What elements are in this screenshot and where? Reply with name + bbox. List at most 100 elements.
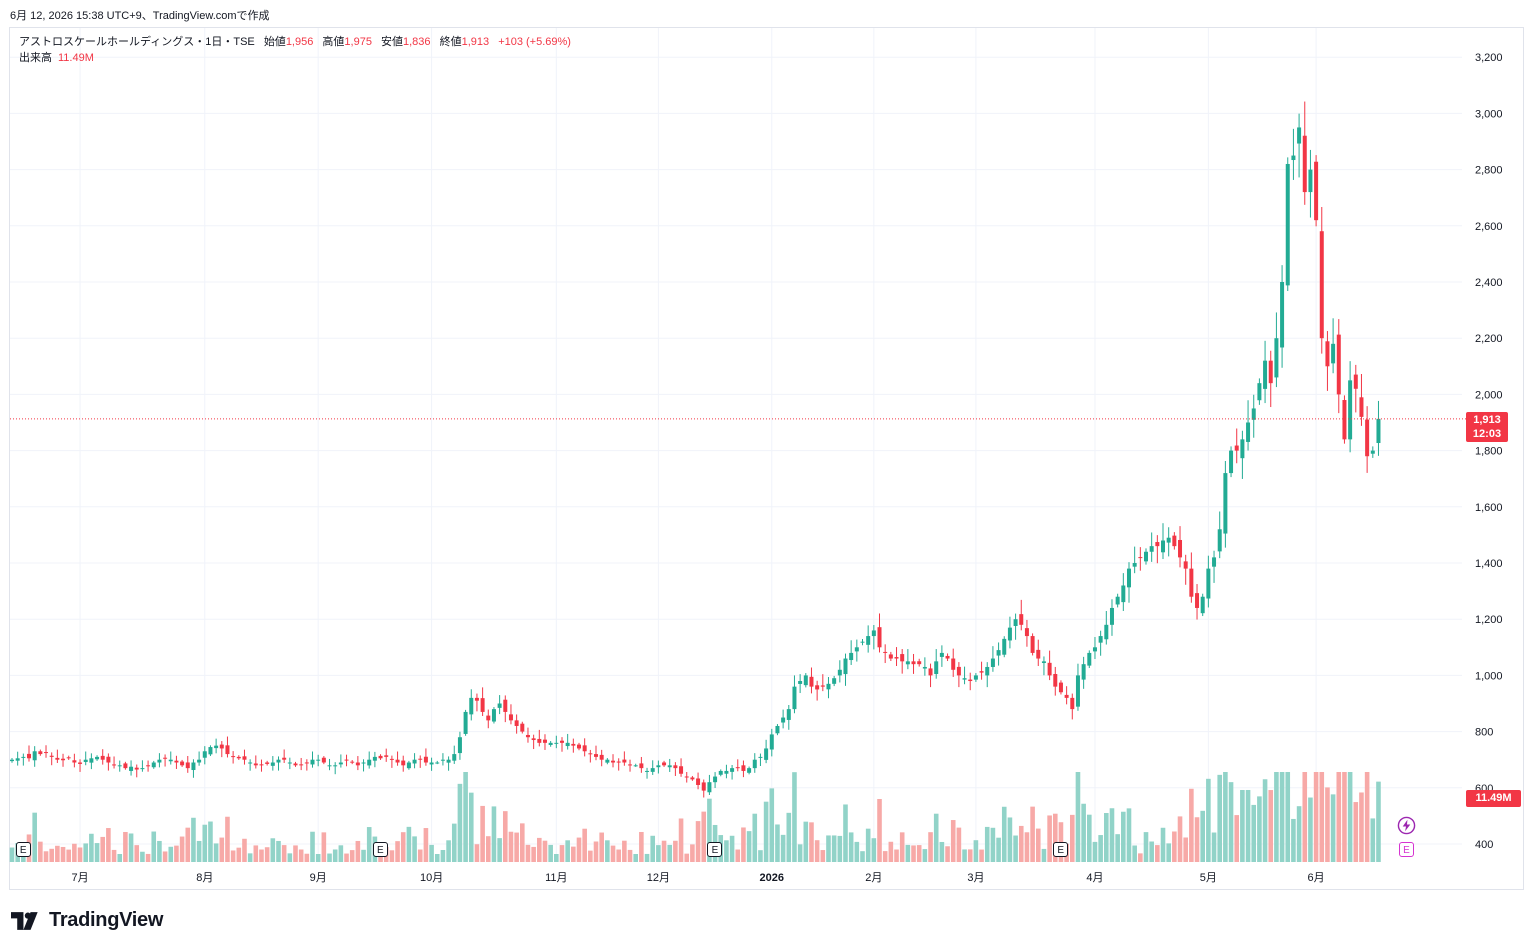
candle-body [1138,557,1143,559]
volume-bar [803,821,809,862]
volume-bar [230,850,236,862]
brand[interactable]: TradingView [11,909,163,932]
volume-bar [497,838,502,862]
candle-body [1240,439,1245,459]
volume-bar [843,804,848,862]
legend-open-label: 始値 [263,36,286,48]
candle-body [1149,546,1154,552]
volume-bar [1069,814,1075,862]
volume-bar [1177,816,1183,862]
volume-bar [1160,827,1166,862]
volume-bar [956,827,962,862]
candle-body [418,758,423,760]
volume-bar [1024,832,1030,862]
candle-body [900,654,905,662]
candle-body [849,652,854,661]
candle-body [826,683,831,690]
volume-bar [1035,828,1041,862]
candle-body [491,709,496,722]
candle-body [894,657,899,659]
candle-body [72,760,77,763]
volume-bar [690,844,695,862]
volume-bar [1132,845,1137,862]
volume-bar [315,854,321,862]
earnings-marker[interactable]: E [707,842,723,857]
candle-body [611,760,616,763]
candle-body [463,711,468,734]
candle-body [282,757,287,760]
volume-bar [894,849,899,862]
volume-bar [400,832,406,862]
candle-body [1183,561,1188,569]
earnings-marker[interactable]: E [372,842,388,857]
candle-body [1212,557,1217,567]
earnings-marker[interactable]: E [1053,842,1069,857]
legend-symbol[interactable]: アストロスケールホールディングス・1日・TSE [19,36,255,48]
candle-body [27,753,32,759]
volume-bar [446,840,451,862]
volume-bar [911,845,916,862]
candle-body [537,738,542,743]
candle-body [129,766,134,771]
candle-body [134,767,139,770]
candle-body [837,669,842,676]
volume-bar [1206,778,1211,862]
volume-bar [984,826,990,862]
volume-bar [605,840,610,862]
volume-bar [571,846,576,862]
candle-body [140,768,145,770]
volume-bar [298,849,304,862]
bolt-icon[interactable] [1397,816,1416,835]
candle-body [730,768,735,772]
volume-bar [1200,810,1205,862]
chart-grid [10,28,1462,862]
candle-body [412,759,417,764]
volume-legend-label[interactable]: 出来高 [19,52,52,64]
candle-body [248,762,253,764]
candle-body [832,678,837,684]
volume-bar [440,849,446,862]
volume-bar [831,835,837,862]
volume-bar [83,843,89,862]
volume-bar [1007,817,1013,862]
candle-body [1092,647,1097,652]
volume-bar [1018,825,1024,862]
candle-body [1365,419,1370,457]
candle-body [310,759,315,765]
candle-body [1030,636,1035,653]
candle-body [327,765,332,767]
legend-change: +103 (+5.69%) [498,36,571,48]
last-volume-tag: 11.49M [1466,790,1521,807]
volume-bar [434,854,440,862]
legend-high-value: 1,975 [344,36,372,48]
volume-bar [236,847,242,862]
volume-bar [797,844,803,862]
candle-body [747,768,752,773]
candle-body [1342,400,1347,440]
volume-bar [276,840,281,862]
candle-body [1126,568,1131,588]
candle-body [905,661,910,665]
volume-bar [656,845,661,862]
candle-body [554,742,559,744]
candle-body [667,765,672,768]
candle-body [520,723,525,732]
volume-bar [1115,834,1120,862]
candle-body [344,759,349,761]
volume-bar [627,849,633,862]
candle-body [979,671,984,673]
time-tick-label: 4月 [1086,872,1103,884]
candle-body [66,757,71,759]
earnings-marker[interactable]: E [1399,842,1414,857]
candle-body [1336,334,1341,395]
volume-bar [321,832,327,862]
earnings-marker[interactable]: E [15,842,31,857]
volume-bar [531,846,536,862]
candle-body [1013,619,1018,626]
candle-body [1155,542,1160,547]
legend-high-label: 高値 [322,36,345,48]
volume-bar [417,849,423,862]
candle-body [1274,338,1279,378]
volume-bar [117,854,123,862]
